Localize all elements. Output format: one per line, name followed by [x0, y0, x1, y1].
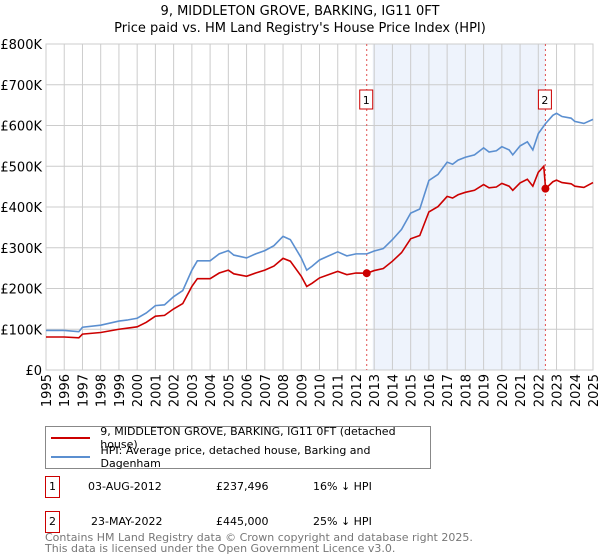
- sale-hpi-delta: 16% ↓ HPI: [313, 480, 372, 493]
- x-tick-label: 2004: [204, 374, 219, 407]
- sale-label-box: [359, 89, 374, 110]
- sale-point: [541, 184, 550, 193]
- x-tick-label: 2012: [350, 374, 365, 407]
- sale-date: 03-AUG-2012: [88, 480, 162, 493]
- x-tick-label: 2023: [551, 374, 566, 407]
- x-tick-label: 2021: [514, 374, 529, 407]
- x-tick-label: 2017: [441, 374, 456, 407]
- sale-price: £237,496: [216, 480, 269, 493]
- sale-date: 23-MAY-2022: [91, 515, 163, 528]
- x-tick-label: 2010: [314, 374, 329, 407]
- x-tick-label: 2005: [222, 374, 237, 407]
- y-tick-label: £300K: [0, 242, 42, 257]
- x-tick-label: 2006: [241, 374, 256, 407]
- x-tick-label: 1998: [95, 374, 110, 407]
- legend-swatch-hpi: [51, 456, 91, 458]
- y-tick-label: £200K: [0, 283, 42, 298]
- legend-label-hpi: HPI: Average price, detached house, Bark…: [100, 444, 371, 470]
- x-tick-label: 2001: [149, 374, 164, 407]
- x-tick-label: 1996: [58, 374, 73, 407]
- x-tick-label: 2007: [259, 374, 274, 407]
- x-tick-label: 2003: [186, 374, 201, 407]
- x-tick-label: 2011: [332, 374, 347, 407]
- footer-copyright: Contains HM Land Registry data © Crown c…: [45, 531, 473, 544]
- x-tick-label: 2018: [459, 374, 474, 407]
- legend-label-property: 9, MIDDLETON GROVE, BARKING, IG11 0FT (d…: [100, 425, 396, 451]
- legend-item-hpi: HPI: Average price, detached house, Bark…: [51, 444, 430, 470]
- x-tick-label: 1995: [40, 374, 55, 407]
- footer-licence: This data is licensed under the Open Gov…: [45, 542, 396, 555]
- x-tick-label: 2009: [295, 374, 310, 407]
- x-tick-label: 2019: [478, 374, 493, 407]
- x-tick-label: 1999: [113, 374, 128, 407]
- y-tick-label: £0: [25, 364, 42, 379]
- chart-subtitle: Price paid vs. HM Land Registry's House …: [114, 21, 486, 36]
- sale-hpi-delta: 25% ↓ HPI: [313, 515, 372, 528]
- x-tick-label: 2022: [532, 374, 547, 407]
- price-chart: £0 £100K £200K £300K £400K £500K £600K £700K £80…: [0, 38, 600, 407]
- chart-title: 9, MIDDLETON GROVE, BARKING, IG11 0FT: [160, 4, 440, 19]
- sale-label: 1: [363, 94, 370, 107]
- x-tick-label: 2002: [168, 374, 183, 407]
- y-tick-label: £700K: [0, 79, 42, 94]
- y-tick-label: £800K: [0, 38, 42, 53]
- x-tick-label: 2013: [368, 374, 383, 407]
- x-tick-label: 2015: [405, 374, 420, 407]
- x-tick-label: 2020: [496, 374, 511, 407]
- sale-marker-badge: 2: [45, 511, 60, 533]
- sale-marker-badge: 1: [45, 476, 60, 498]
- legend-item-property: 9, MIDDLETON GROVE, BARKING, IG11 0FT (d…: [51, 425, 430, 451]
- legend-swatch-property: [51, 437, 91, 439]
- x-tick-label: 2016: [423, 374, 438, 407]
- x-tick-label: 2024: [569, 374, 584, 407]
- y-tick-label: £500K: [0, 160, 42, 175]
- plot-frame: [45, 43, 594, 371]
- legend: 9, MIDDLETON GROVE, BARKING, IG11 0FT (d…: [45, 425, 431, 470]
- hpi-line: [46, 112, 594, 333]
- x-tick-label: 2014: [386, 374, 401, 407]
- x-tick-label: 2008: [277, 374, 292, 407]
- sale-price: £445,000: [216, 515, 269, 528]
- sale-label: 2: [541, 94, 548, 107]
- y-tick-label: £100K: [0, 323, 42, 338]
- y-tick-label: £400K: [0, 201, 42, 216]
- sale-label-box: [537, 89, 552, 110]
- property-line: [46, 164, 594, 339]
- x-tick-label: 2025: [587, 374, 600, 407]
- sale-point: [362, 269, 371, 278]
- x-tick-label: 2000: [131, 374, 146, 407]
- x-tick-label: 1997: [76, 374, 91, 407]
- y-tick-label: £600K: [0, 120, 42, 135]
